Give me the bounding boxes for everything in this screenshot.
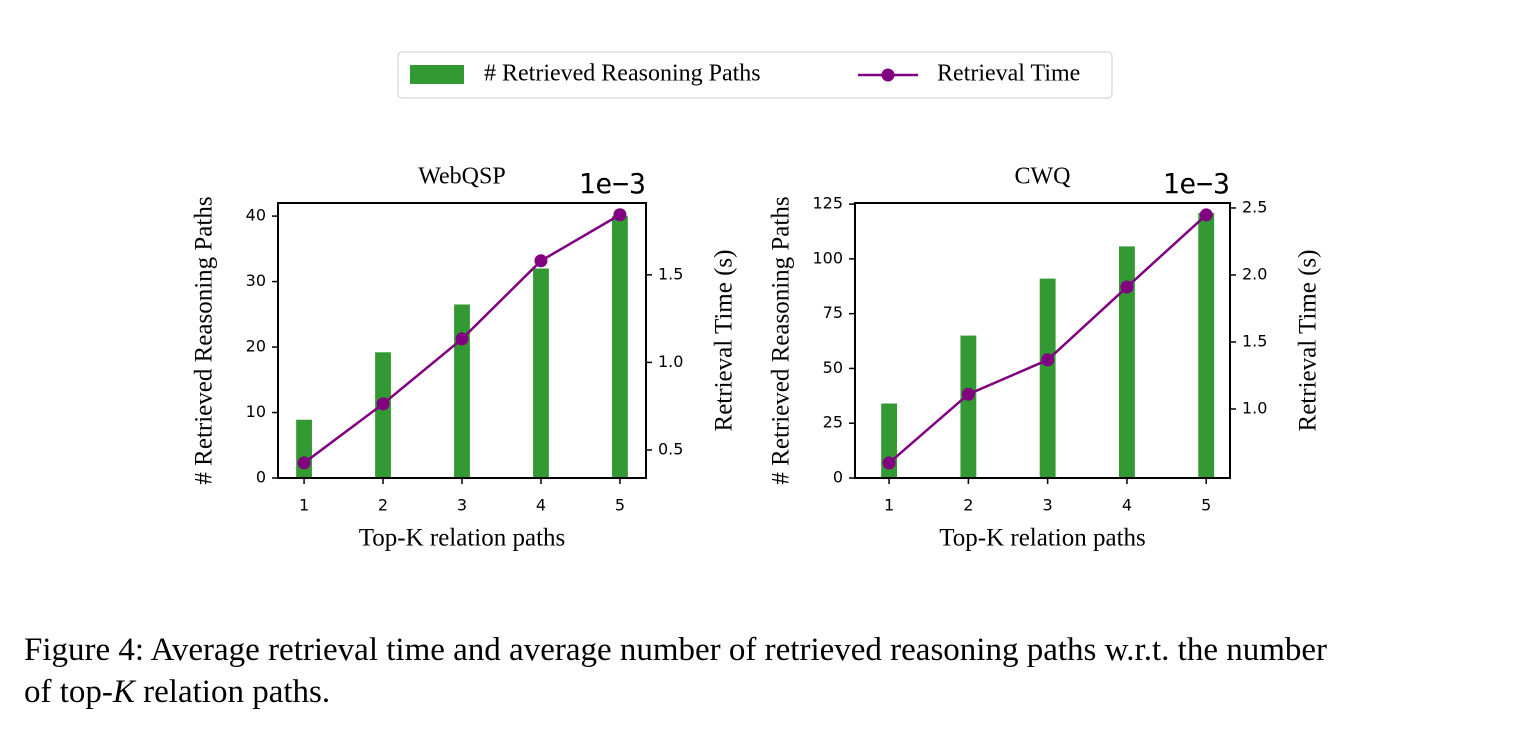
chart-title: CWQ	[1015, 164, 1071, 190]
caption: Figure 4: Average retrieval time and ave…	[24, 632, 1327, 668]
x-tick-label: 5	[1201, 496, 1211, 515]
y-tick-label: 100	[812, 248, 843, 267]
point	[534, 254, 548, 268]
y-tick-label: 125	[812, 194, 843, 213]
x-axis-label: Top-K relation paths	[939, 525, 1146, 552]
bar	[960, 335, 977, 478]
y2-tick-label: 1.5	[658, 264, 683, 283]
point	[613, 208, 627, 222]
axis-offset: 1e−3	[579, 167, 646, 200]
bar	[454, 304, 470, 478]
y2-tick-label: 1.0	[1242, 398, 1267, 417]
y2-tick-label: 1.0	[658, 352, 683, 371]
caption-math: K	[112, 674, 137, 710]
y-tick-label: 40	[246, 206, 266, 225]
bar	[1198, 212, 1215, 478]
x-tick-label: 1	[299, 496, 309, 515]
chart-title: WebQSP	[418, 164, 505, 190]
y-axis-label: # Retrieved Reasoning Paths	[191, 196, 218, 484]
y-tick-label: 0	[833, 468, 843, 487]
y2-tick-label: 2.0	[1242, 264, 1267, 283]
point	[1041, 353, 1055, 367]
caption-text: of top-	[24, 674, 113, 710]
y2-tick-label: 2.5	[1242, 197, 1267, 216]
y2-tick-label: 1.5	[1242, 331, 1267, 350]
y-tick-label: 75	[823, 303, 843, 322]
y-tick-label: 50	[823, 358, 843, 377]
point	[297, 456, 311, 470]
y2-axis-label: Retrieval Time (s)	[1295, 250, 1322, 432]
plot-frame	[854, 202, 1231, 479]
y-tick-label: 0	[256, 468, 266, 487]
caption-text: relation paths.	[135, 674, 330, 710]
point	[1120, 280, 1134, 294]
y2-axis-label: Retrieval Time (s)	[711, 250, 738, 432]
x-tick-label: 4	[1122, 496, 1132, 515]
bar	[1039, 278, 1056, 478]
x-axis-label: Top-K relation paths	[359, 525, 566, 552]
point	[376, 397, 390, 411]
y-axis-label: # Retrieved Reasoning Paths	[768, 196, 795, 484]
axis-offset: 1e−3	[1163, 167, 1230, 200]
point	[1199, 208, 1213, 222]
x-tick-label: 2	[378, 496, 388, 515]
caption: of top-K relation paths.	[24, 674, 330, 710]
x-tick-label: 5	[615, 496, 625, 515]
x-tick-label: 2	[963, 496, 973, 515]
point	[882, 456, 896, 470]
x-tick-label: 1	[884, 496, 894, 515]
chart: 1 2 3 4 5 0 10 20 30 40 0.5 1.0 1.5 WebQSP 1e−3 Top-K r…	[191, 164, 738, 552]
point	[455, 332, 469, 346]
x-tick-label: 4	[536, 496, 546, 515]
bar	[375, 352, 391, 478]
y-tick-label: 10	[246, 402, 266, 421]
legend-label: # Retrieved Reasoning Paths	[484, 61, 761, 87]
x-tick-label: 3	[1043, 496, 1053, 515]
bar	[1119, 246, 1135, 478]
legend-label: Retrieval Time	[937, 61, 1080, 87]
legend-box	[397, 51, 1113, 99]
x-tick-label: 3	[457, 496, 467, 515]
y-tick-label: 20	[246, 337, 266, 356]
bar	[533, 268, 549, 478]
y-tick-label: 25	[823, 413, 843, 432]
y-tick-label: 30	[246, 271, 266, 290]
legend-swatch	[410, 65, 464, 84]
bar	[612, 216, 628, 478]
y2-tick-label: 0.5	[658, 439, 683, 458]
legend-marker	[881, 68, 895, 82]
point	[961, 387, 975, 401]
